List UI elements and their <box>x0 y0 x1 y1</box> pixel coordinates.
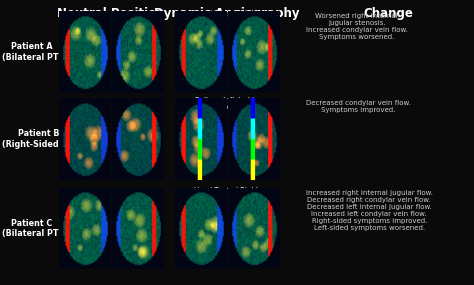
Text: Dynamic Angiography: Dynamic Angiography <box>154 7 300 20</box>
Text: Patient A
(Bilateral PT): Patient A (Bilateral PT) <box>2 42 62 62</box>
Text: Increased right internal jugular flow.
Decreased right condylar vein flow.
Decre: Increased right internal jugular flow. D… <box>306 190 433 231</box>
Text: Head Turned Right: Head Turned Right <box>194 187 259 193</box>
Text: Change: Change <box>364 7 414 20</box>
Text: Worsened right internal
jugular stenosis.
Increased condylar vein flow.
Symptoms: Worsened right internal jugular stenosis… <box>306 13 408 40</box>
Text: Head Turned Right: Head Turned Right <box>194 10 259 16</box>
Text: Patient B
(Right-Sided PT): Patient B (Right-Sided PT) <box>2 129 76 149</box>
Text: Balloon Inflated in
Right Transverse Sinus: Balloon Inflated in Right Transverse Sin… <box>187 97 266 110</box>
Text: Neutral Position: Neutral Position <box>57 7 165 20</box>
Text: Patient C
(Bilateral PT): Patient C (Bilateral PT) <box>2 219 62 239</box>
Text: Decreased condylar vein flow.
Symptoms improved.: Decreased condylar vein flow. Symptoms i… <box>306 100 410 113</box>
